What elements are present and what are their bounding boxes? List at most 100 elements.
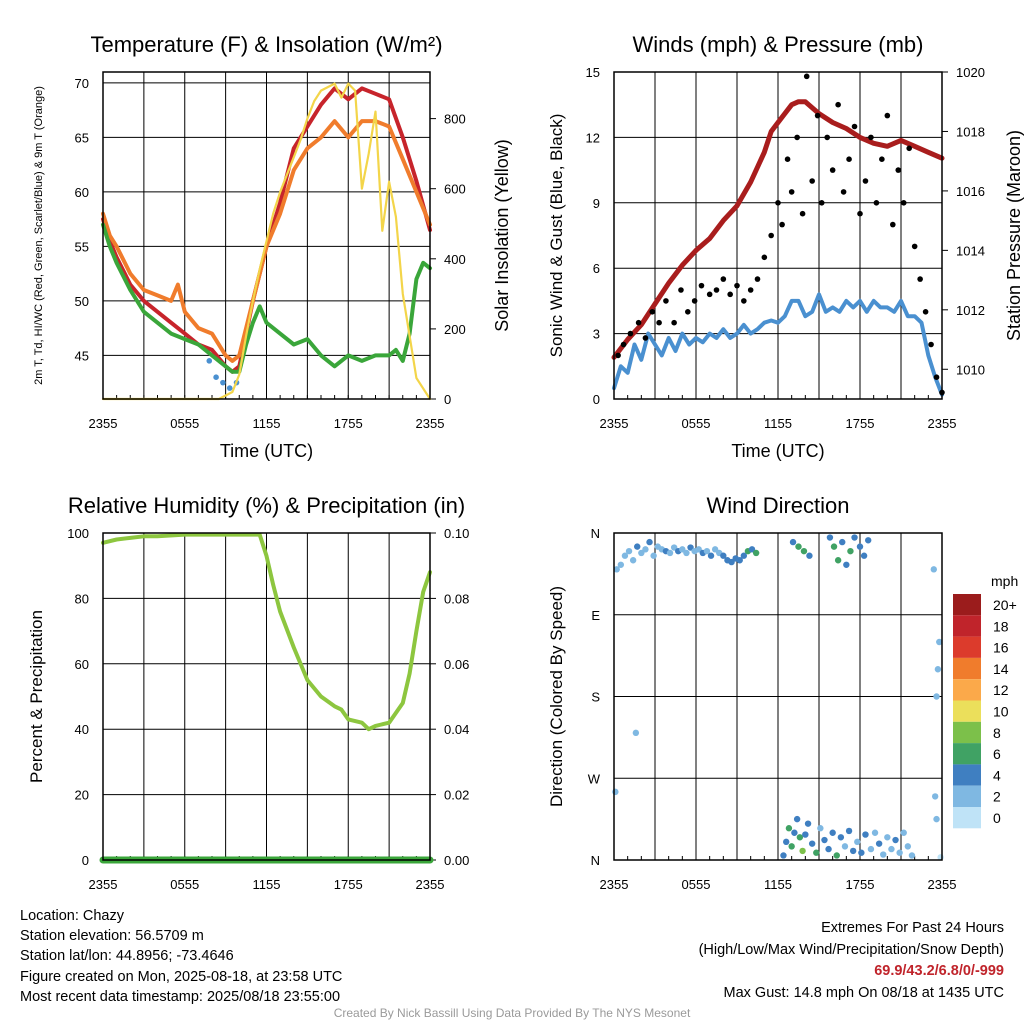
y-tick-label: 60 bbox=[75, 185, 89, 200]
data-point bbox=[849, 847, 857, 855]
y2-axis-label: Station Pressure (Maroon) bbox=[1004, 130, 1024, 341]
data-point bbox=[671, 319, 677, 326]
y2-tick-label: 1016 bbox=[956, 184, 985, 199]
data-point bbox=[691, 298, 698, 304]
y-axis-label: Direction (Colored By Speed) bbox=[547, 586, 566, 807]
extremes-subtitle: (High/Low/Max Wind/Precipitation/Snow De… bbox=[698, 941, 1004, 958]
data-point bbox=[847, 547, 854, 555]
data-point bbox=[683, 549, 690, 557]
data-point bbox=[226, 385, 233, 391]
legend-label: 6 bbox=[993, 746, 1001, 762]
data-point bbox=[747, 287, 754, 293]
data-point bbox=[931, 793, 939, 800]
data-point bbox=[862, 178, 869, 184]
y2-tick-label: 1014 bbox=[956, 243, 985, 258]
data-point bbox=[922, 309, 929, 315]
data-point bbox=[911, 243, 918, 250]
data-point bbox=[906, 145, 912, 152]
y-tick-label: 3 bbox=[593, 327, 600, 342]
data-point bbox=[634, 543, 641, 550]
chart-title: Winds (mph) & Pressure (mb) bbox=[633, 32, 924, 57]
data-point bbox=[740, 552, 748, 559]
data-point bbox=[703, 547, 711, 555]
y-axis-label: Percent & Precipitation bbox=[27, 610, 46, 783]
data-point bbox=[775, 200, 781, 206]
data-point bbox=[934, 666, 942, 673]
x-tick-label: 2355 bbox=[89, 877, 118, 892]
extremes-values: 69.9/43.2/6.8/0/-999 bbox=[874, 963, 1004, 979]
x-tick-label: 1155 bbox=[764, 877, 792, 892]
y-tick-label: 70 bbox=[75, 76, 89, 91]
legend-label: 12 bbox=[993, 682, 1009, 698]
data-point bbox=[817, 825, 824, 832]
data-point bbox=[656, 319, 662, 326]
data-point bbox=[650, 552, 657, 559]
legend-label: 4 bbox=[993, 767, 1001, 783]
x-tick-label: 1155 bbox=[253, 877, 281, 892]
station-location: Location: Chazy bbox=[20, 908, 124, 924]
plot-frame bbox=[613, 71, 943, 400]
data-point bbox=[698, 282, 705, 289]
x-tick-label: 2355 bbox=[928, 416, 957, 431]
data-point bbox=[695, 546, 702, 553]
data-point bbox=[809, 178, 815, 184]
data-point bbox=[818, 200, 825, 206]
chart-title: Relative Humidity (%) & Precipitation (i… bbox=[68, 493, 465, 518]
data-point bbox=[620, 341, 627, 348]
data-point bbox=[720, 552, 727, 559]
data-point bbox=[804, 820, 812, 827]
data-point bbox=[727, 291, 733, 298]
legend-label: 8 bbox=[993, 725, 1001, 741]
station-latlon: Station lat/lon: 44.8956; -73.4646 bbox=[20, 948, 234, 965]
y-tick-label: 20 bbox=[75, 788, 89, 803]
legend-swatch bbox=[953, 785, 981, 807]
data-point bbox=[933, 815, 940, 823]
y-tick-label: 0 bbox=[82, 853, 89, 868]
data-point bbox=[612, 788, 619, 796]
data-point bbox=[785, 825, 793, 832]
figure-created: Figure created on Mon, 2025-08-18, at 23… bbox=[20, 968, 343, 985]
data-point bbox=[930, 566, 937, 573]
x-tick-label: 1755 bbox=[334, 877, 363, 892]
legend-swatch bbox=[953, 807, 981, 829]
data-point bbox=[629, 557, 637, 564]
y2-tick-label: 0.00 bbox=[444, 853, 469, 868]
y2-tick-label: 1010 bbox=[956, 362, 985, 377]
data-point bbox=[860, 552, 868, 559]
data-point bbox=[829, 167, 836, 173]
most-recent-data: Most recent data timestamp: 2025/08/18 2… bbox=[20, 988, 341, 1005]
legend-swatch bbox=[953, 636, 981, 658]
max-gust: Max Gust: 14.8 mph On 08/18 at 1435 UTC bbox=[723, 984, 1004, 1001]
x-tick-label: 0555 bbox=[170, 416, 199, 431]
data-point bbox=[813, 849, 820, 856]
y-tick-label: 80 bbox=[75, 591, 89, 606]
data-point bbox=[791, 829, 798, 836]
data-point bbox=[896, 849, 903, 856]
data-point bbox=[814, 112, 821, 119]
x-tick-label: 1755 bbox=[846, 416, 875, 431]
legend-label: 20+ bbox=[993, 597, 1017, 613]
legend-label: 2 bbox=[993, 789, 1001, 805]
extremes-panel: Extremes For Past 24 Hours (High/Low/Max… bbox=[699, 918, 1004, 1004]
data-point bbox=[794, 134, 800, 141]
y-tick-label: 55 bbox=[75, 239, 89, 254]
y-axis-label: 2m T, Td, HI/WC (Red, Green, Scarlet/Blu… bbox=[33, 86, 45, 385]
series-line bbox=[612, 292, 944, 397]
data-point bbox=[839, 538, 846, 546]
data-point bbox=[846, 156, 852, 162]
data-point bbox=[779, 221, 785, 228]
station-elevation: Station elevation: 56.5709 m bbox=[20, 928, 204, 945]
series-line bbox=[611, 99, 945, 360]
y2-tick-label: 0.06 bbox=[444, 657, 469, 672]
data-point bbox=[821, 836, 828, 844]
data-point bbox=[793, 815, 801, 823]
legend-swatch bbox=[953, 657, 981, 680]
data-point bbox=[875, 840, 883, 847]
x-tick-label: 0555 bbox=[170, 877, 199, 892]
legend-swatch bbox=[953, 700, 981, 722]
legend-title: mph bbox=[991, 573, 1018, 589]
data-point bbox=[728, 558, 735, 566]
y-tick-label: 100 bbox=[67, 526, 89, 541]
data-point bbox=[824, 134, 830, 141]
y2-tick-label: 800 bbox=[444, 112, 466, 127]
